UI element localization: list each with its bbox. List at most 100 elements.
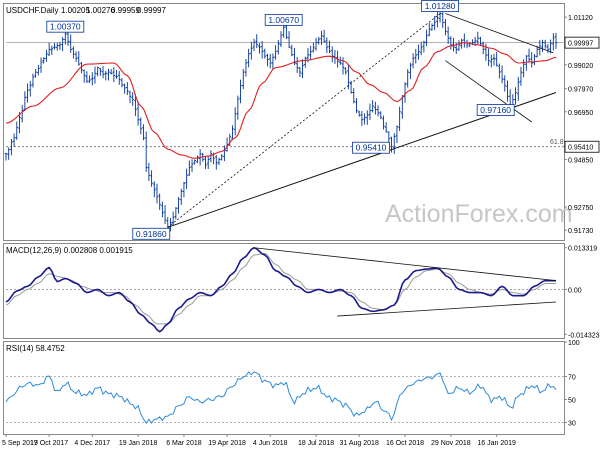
- ohlc-bar: [503, 75, 507, 92]
- rsi-axis-label: 30: [568, 421, 576, 428]
- ohlc-bar: [206, 155, 210, 169]
- x-axis-label: 4 Jun 2018: [253, 440, 288, 447]
- ohlc-bar: [489, 54, 493, 68]
- ohlc-bar: [341, 57, 345, 75]
- ohlc-bar: [317, 36, 321, 45]
- price-annotation: 1.01280: [421, 0, 459, 12]
- ohlc-bar: [535, 45, 539, 58]
- ohlc-bar: [150, 170, 153, 187]
- ohlc-bar: [446, 26, 450, 44]
- ohlc-bar: [171, 211, 175, 226]
- fib-price-box: [564, 140, 600, 153]
- ohlc-bar: [37, 64, 40, 76]
- ohlc-bar: [481, 41, 485, 55]
- x-axis-label: 19 Apr 2018: [208, 440, 246, 447]
- ohlc-bar: [411, 53, 415, 69]
- macd-layer: 0.013319 0.00 -0.014323: [5, 246, 600, 339]
- ohlc-bar: [476, 31, 480, 45]
- price-header-high: 1.00276: [86, 6, 115, 15]
- ohlc-bar: [514, 87, 517, 105]
- price-axis-label: 0.99020: [568, 63, 593, 70]
- ohlc-bar: [406, 69, 410, 88]
- price-overlays: 1.00370 1.00670 1.01280 0.97160 0.95410 0.918…: [5, 0, 557, 240]
- ohlc-bar: [460, 38, 463, 49]
- ohlc-bar: [546, 43, 550, 54]
- ohlc-bar: [274, 45, 277, 60]
- ohlc-bar: [414, 48, 418, 64]
- ohlc-bar: [541, 39, 544, 52]
- ohlc-bar: [247, 48, 250, 68]
- ohlc-bar: [519, 66, 523, 86]
- price-axis: 1.01120 0.99020 0.97970 0.96950 0.94850 0.927…: [564, 15, 600, 235]
- ohlc-bar: [533, 54, 536, 66]
- ohlc-bar: [527, 48, 531, 63]
- ohlc-bar: [152, 181, 156, 198]
- annotation-box: [46, 20, 85, 33]
- price-axis-label: 0.94850: [568, 157, 593, 164]
- annotation-label: 0.97160: [480, 105, 511, 115]
- ohlc-bar: [74, 51, 78, 62]
- ohlc-bar: [374, 101, 377, 115]
- ohlc-bar: [360, 110, 364, 126]
- ohlc-bar: [220, 154, 223, 161]
- annotation-box: [476, 104, 515, 116]
- ohlc-bar: [204, 156, 207, 169]
- x-axis-label: 4 Dec 2017: [74, 440, 110, 447]
- ohlc-bar: [163, 205, 167, 225]
- ohlc-bar: [42, 57, 46, 64]
- ohlc-bar: [301, 59, 304, 79]
- ohlc-bar: [449, 36, 453, 50]
- ohlc-bar: [287, 31, 291, 49]
- last-price-box: [564, 36, 600, 49]
- price-annotation: 0.97160: [476, 104, 515, 116]
- ohlc-bar: [409, 62, 412, 80]
- ohlc-bar: [233, 107, 237, 136]
- ohlc-bar: [355, 98, 358, 114]
- ohlc-bar: [39, 57, 43, 73]
- ohlc-bar: [58, 41, 62, 51]
- price-header-close: 0.99997: [137, 6, 166, 15]
- ohlc-bar: [328, 40, 331, 54]
- ohlc-bar: [93, 66, 97, 84]
- price-header-low: 0.99959: [111, 6, 140, 15]
- ohlc-bar: [72, 46, 75, 59]
- ohlc-bar: [120, 77, 124, 88]
- price-panel-frame: [3, 3, 565, 241]
- ohlc-bar: [344, 67, 348, 75]
- ohlc-bar: [419, 41, 423, 56]
- ohlc-bar: [290, 44, 294, 57]
- price-annotation: 0.95410: [352, 141, 390, 154]
- ohlc-bar: [117, 70, 121, 85]
- ohlc-bar: [190, 159, 194, 173]
- ohlc-bar: [177, 196, 180, 214]
- ohlc-bar: [61, 37, 64, 52]
- ohlc-bar: [96, 66, 99, 77]
- price-candles: [4, 9, 558, 232]
- x-axis-label: 16 Jan 2019: [477, 440, 516, 447]
- x-axis-label: 19 Jan 2018: [119, 440, 158, 447]
- x-axis-label: 31 Aug 2018: [340, 440, 379, 447]
- ohlc-bar: [252, 38, 256, 51]
- ohlc-bar: [209, 150, 213, 163]
- ohlc-bar: [258, 42, 261, 54]
- ohlc-bar: [18, 112, 21, 134]
- annotation-box: [264, 13, 303, 26]
- ohlc-bar: [457, 40, 461, 51]
- rsi-axis-label: 70: [568, 375, 576, 382]
- ohlc-bar: [384, 122, 388, 133]
- ohlc-bar: [298, 66, 302, 77]
- ohlc-bar: [45, 49, 48, 62]
- annotation-label: 1.00370: [50, 22, 81, 32]
- ohlc-bar: [23, 91, 27, 111]
- price-header-open: 1.00205: [61, 6, 90, 15]
- ohlc-bar: [403, 82, 407, 103]
- price-axis-label: 0.96950: [568, 110, 593, 117]
- macd-lower-trendline: [337, 301, 557, 317]
- ohlc-bar: [10, 139, 13, 156]
- rsi-axis-label: 50: [568, 398, 576, 405]
- price-header-symbol: USDCHF.Daily: [6, 6, 58, 15]
- rsi-axis-label: 100: [568, 340, 580, 347]
- ohlc-bar: [107, 68, 110, 81]
